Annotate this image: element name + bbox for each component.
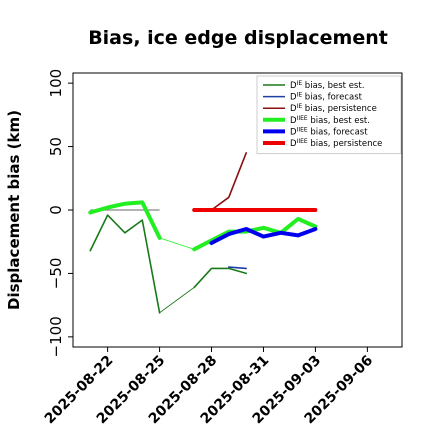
y-axis: 100 50 0 −50 −100	[47, 69, 73, 357]
y-tick-label-3: −50	[47, 258, 65, 290]
y-axis-label: Displacement bias (km)	[5, 110, 23, 310]
chart-title: Bias, ice edge displacement	[88, 27, 388, 49]
y-tick-label-1: 50	[47, 137, 65, 156]
y-tick-label-2: 0	[47, 205, 65, 215]
series-line-4	[88, 200, 162, 240]
legend-label-4: DIIEE bias, forecast	[290, 126, 368, 137]
plot-area	[88, 152, 318, 314]
series-line-0	[89, 214, 161, 314]
legend-label-3: DIIEE bias, best est.	[290, 115, 370, 126]
series-line-1	[193, 267, 247, 289]
legend-label-1: DIE bias, forecast	[290, 92, 363, 103]
y-tick-label-0: 100	[47, 69, 65, 98]
series-connector-0	[159, 287, 195, 314]
series-connector-1	[159, 237, 195, 250]
legend-label-0: DIE bias, best est.	[290, 80, 364, 91]
legend-label-5: DIIEE bias, persistence	[290, 138, 382, 149]
x-axis: 2025-08-222025-08-252025-08-282025-08-31…	[42, 347, 376, 427]
legend-label-2: DIE bias, persistence	[290, 103, 377, 114]
y-tick-label-4: −100	[47, 316, 65, 357]
series-line-6	[209, 227, 318, 245]
series-line-5	[192, 216, 318, 252]
legend-box	[256, 75, 402, 155]
series-line-2	[228, 266, 247, 270]
series-line-3	[193, 152, 247, 211]
legend: DIE bias, best est.DIE bias, forecastDIE…	[256, 75, 402, 155]
